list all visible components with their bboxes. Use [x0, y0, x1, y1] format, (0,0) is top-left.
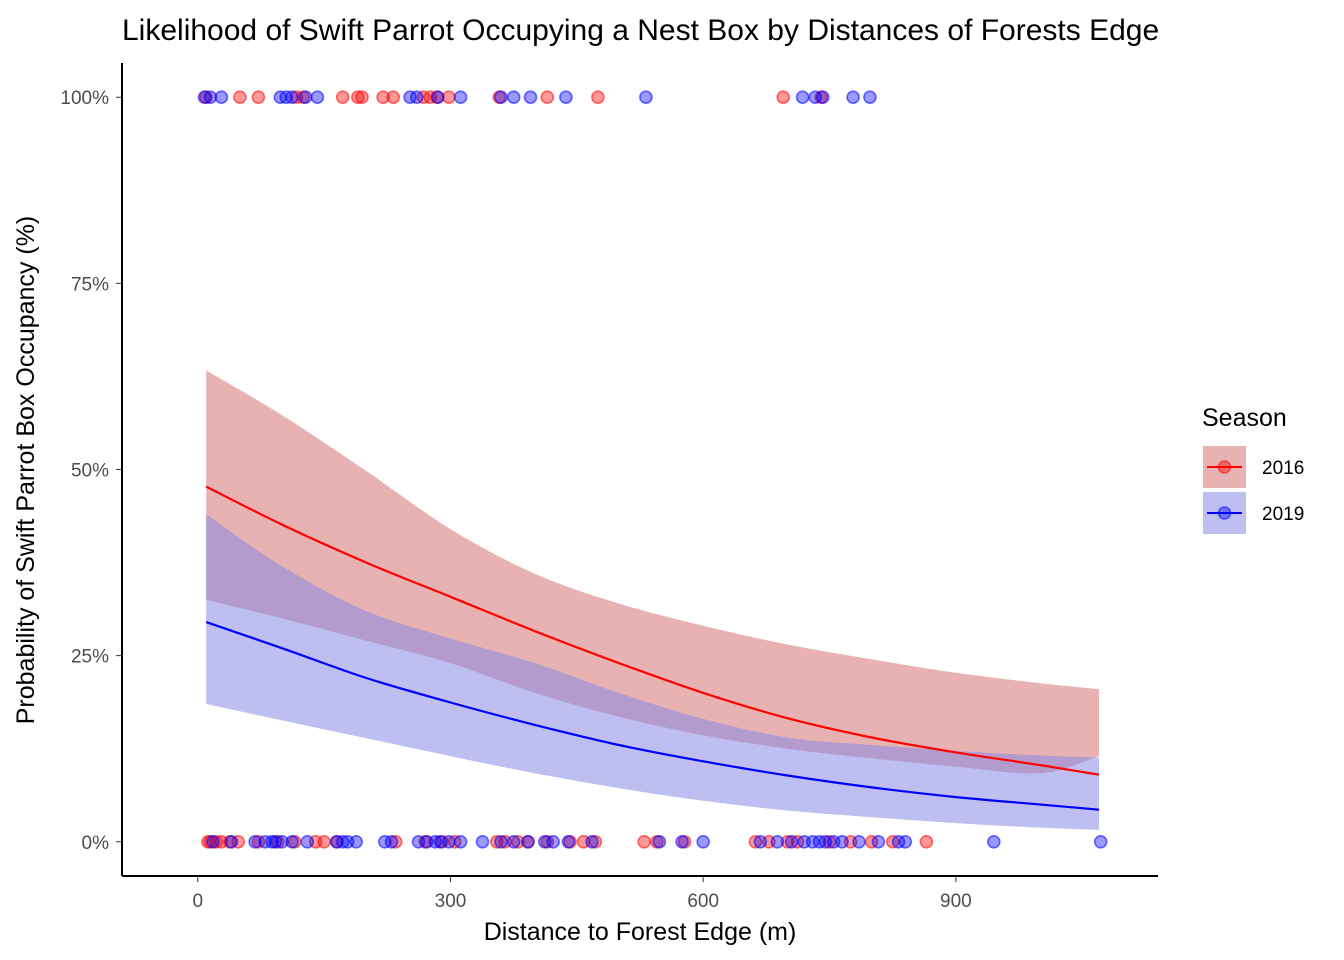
point-2019: [696, 834, 711, 849]
point-2016: [233, 90, 247, 104]
point-2016: [511, 834, 525, 849]
point-2019: [214, 90, 229, 104]
point-2019: [639, 90, 653, 104]
point-2016: [919, 834, 934, 849]
point-2019: [441, 834, 456, 849]
point-2019: [863, 90, 877, 104]
point-2019: [431, 90, 445, 104]
point-2016: [355, 90, 369, 104]
point-2019: [546, 834, 561, 849]
data-points: [197, 90, 1108, 849]
point-2019: [898, 834, 913, 849]
point-2019: [300, 834, 315, 849]
y-tick-label: 0%: [82, 833, 110, 854]
chart-title: Likelihood of Swift Parrot Occupying a N…: [122, 14, 1159, 47]
point-2016: [350, 90, 365, 104]
point-2019: [384, 834, 399, 849]
point-2016: [209, 834, 224, 849]
x-tick-label: 900: [940, 891, 972, 912]
point-2019: [675, 834, 689, 849]
point-2019: [852, 834, 866, 849]
y-tick-label: 50%: [71, 461, 109, 482]
y-tick-label: 25%: [71, 647, 109, 668]
point-2016: [335, 90, 350, 104]
point-2019: [494, 90, 508, 104]
point-2016: [376, 90, 390, 104]
confidence-ribbons: [206, 370, 1099, 830]
point-2019: [986, 834, 1001, 849]
legend-point: [1217, 460, 1232, 474]
point-2019: [335, 834, 350, 849]
legend-item-2019: 2019: [1203, 492, 1304, 534]
point-2019: [753, 834, 768, 849]
point-2016: [637, 834, 652, 849]
fit-line-2019: [205, 621, 1100, 811]
point-2019: [248, 834, 262, 849]
point-2019: [521, 834, 535, 849]
point-2016: [748, 834, 763, 849]
point-2019: [310, 90, 325, 104]
point-2019: [298, 90, 313, 104]
point-2019: [453, 834, 468, 849]
point-2019: [795, 90, 810, 104]
point-2019: [523, 90, 538, 104]
point-2019: [770, 834, 785, 849]
point-2016: [251, 834, 266, 849]
point-2016: [588, 834, 603, 849]
point-2016: [591, 90, 605, 104]
x-tick-label: 300: [435, 891, 467, 912]
point-2019: [428, 834, 443, 849]
point-2016: [251, 90, 266, 104]
y-tick-label: 100%: [60, 88, 109, 109]
x-axis-ticks: 0 300 600 900: [193, 876, 972, 912]
legend-label: 2019: [1262, 504, 1304, 525]
point-2019: [224, 834, 239, 849]
point-2019: [835, 834, 849, 849]
ci-ribbon-2019: [206, 514, 1099, 830]
point-2019: [506, 90, 521, 104]
point-2019: [475, 834, 490, 849]
legend-title: Season: [1202, 404, 1287, 432]
point-2019: [275, 834, 289, 849]
legend: Season 2016 2019: [1202, 404, 1304, 534]
legend-point: [1217, 506, 1232, 520]
point-2019: [1093, 834, 1108, 849]
fit-lines: [205, 485, 1100, 811]
point-2019: [784, 834, 799, 849]
y-axis-ticks: 0% 25% 50% 75% 100%: [60, 88, 122, 854]
point-2019: [285, 834, 299, 849]
point-2016: [776, 90, 791, 104]
fit-line-2016: [205, 485, 1100, 776]
x-tick-label: 600: [687, 891, 719, 912]
point-2019: [285, 90, 299, 104]
point-2016: [780, 834, 795, 849]
point-2019: [559, 90, 573, 104]
point-2019: [506, 834, 521, 849]
y-axis-title: Probability of Swift Parrot Box Occupanc…: [12, 216, 40, 725]
point-2019: [453, 90, 468, 104]
y-tick-label: 75%: [71, 274, 109, 295]
point-2019: [561, 834, 576, 849]
point-2019: [815, 90, 830, 104]
point-2019: [846, 90, 860, 104]
point-2019: [206, 834, 220, 849]
point-2016: [317, 834, 331, 849]
ci-ribbon-2016: [206, 370, 1099, 774]
x-axis-title: Distance to Forest Edge (m): [484, 918, 797, 946]
point-2016: [388, 834, 403, 849]
point-2019: [265, 834, 279, 849]
point-2019: [652, 834, 667, 849]
point-2019: [203, 90, 218, 104]
legend-label: 2016: [1262, 458, 1304, 479]
point-2019: [494, 834, 508, 849]
point-2016: [540, 90, 555, 104]
legend-item-2016: 2016: [1203, 446, 1304, 488]
point-2019: [349, 834, 364, 849]
point-2019: [585, 834, 599, 849]
x-tick-label: 0: [193, 891, 204, 912]
point-2019: [409, 90, 424, 104]
point-2016: [386, 90, 401, 104]
point-2019: [871, 834, 886, 849]
